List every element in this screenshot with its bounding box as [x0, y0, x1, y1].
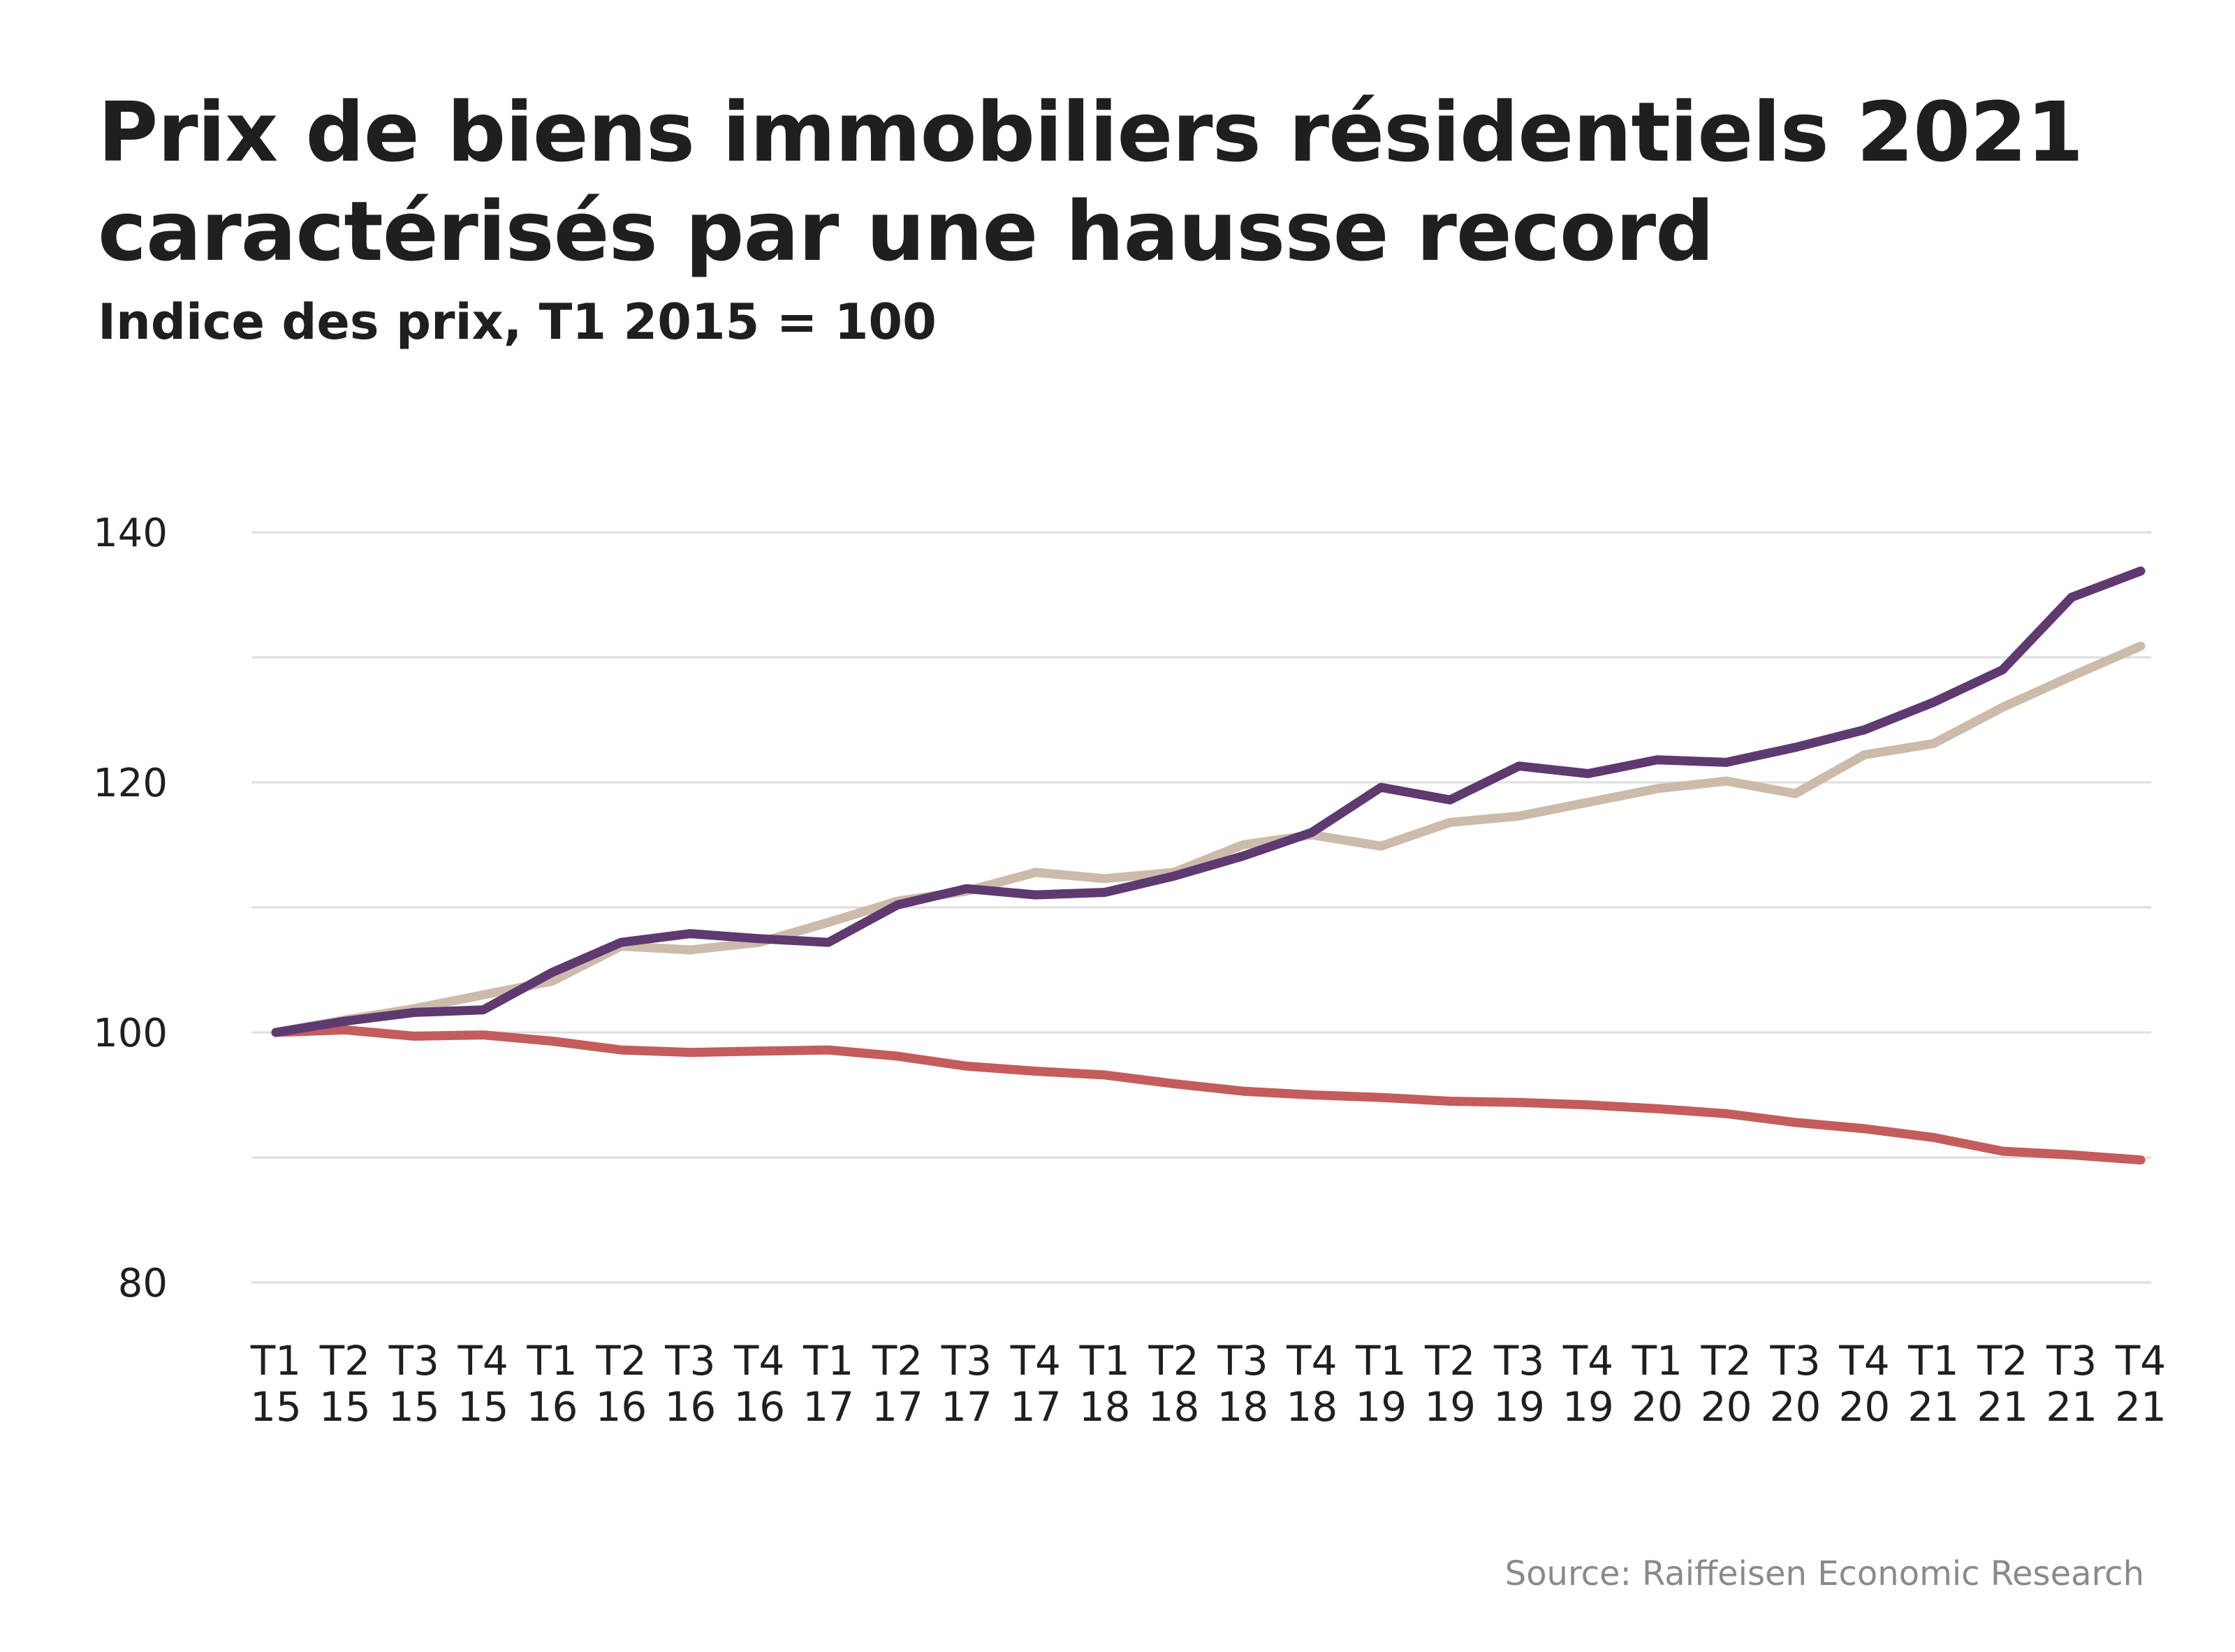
- x-tick-label: T4 20: [1838, 1337, 1890, 1431]
- x-tick-label: T2 16: [595, 1337, 647, 1431]
- gridlines: [251, 531, 2151, 1284]
- x-tick-label: T1 16: [526, 1337, 578, 1431]
- x-tick-label: T3 17: [941, 1337, 992, 1431]
- x-axis-ticks: T1 15 T2 15 T3 15 T4 15 T1 16 T2 16 T3 16 T4 16 T1 17 T2 17…: [250, 1337, 2167, 1431]
- x-tick-label: T4 17: [1010, 1337, 1062, 1431]
- series-line-1: [271, 641, 2146, 1037]
- x-tick-label: T4 19: [1562, 1337, 1614, 1431]
- x-tick-label: T3 16: [664, 1337, 716, 1431]
- x-tick-label: T1 19: [1355, 1337, 1407, 1431]
- chart-title: Prix de biens immobiliers résidentiels 2…: [98, 84, 2083, 279]
- x-tick-label: T2 20: [1700, 1337, 1752, 1431]
- y-tick-label: 140: [93, 511, 168, 556]
- x-tick-label: T3 15: [388, 1337, 440, 1431]
- y-tick-label: 100: [93, 1011, 168, 1056]
- x-tick-label: T4 21: [2115, 1337, 2167, 1431]
- x-tick-label: T1 20: [1632, 1337, 1683, 1431]
- series-line-2: [271, 1025, 2146, 1165]
- y-axis-ticks: 80 100 120 140: [93, 511, 168, 1306]
- x-tick-label: T1 18: [1078, 1337, 1130, 1431]
- x-tick-label: T1 17: [803, 1337, 854, 1431]
- chart-subtitle: Indice des prix, T1 2015 = 100: [98, 293, 937, 351]
- x-tick-label: T4 18: [1286, 1337, 1338, 1431]
- x-tick-label: T1 21: [1907, 1337, 1959, 1431]
- series-lines: [271, 566, 2146, 1165]
- x-tick-label: T4 16: [733, 1337, 785, 1431]
- x-tick-label: T2 15: [319, 1337, 371, 1431]
- y-tick-label: 120: [93, 761, 168, 806]
- x-tick-label: T3 20: [1769, 1337, 1821, 1431]
- y-tick-label: 80: [118, 1261, 168, 1306]
- x-tick-label: T1 15: [250, 1337, 302, 1431]
- series-line-3: [271, 566, 2146, 1037]
- x-tick-label: T2 18: [1148, 1337, 1199, 1431]
- x-tick-label: T3 21: [2046, 1337, 2097, 1431]
- x-tick-label: T2 17: [872, 1337, 923, 1431]
- x-tick-label: T2 19: [1424, 1337, 1476, 1431]
- x-tick-label: T4 15: [457, 1337, 508, 1431]
- x-tick-label: T3 19: [1493, 1337, 1545, 1431]
- x-tick-label: T2 21: [1977, 1337, 2028, 1431]
- source-note: Source: Raiffeisen Economic Research: [1504, 1554, 2144, 1593]
- x-tick-label: T3 18: [1217, 1337, 1268, 1431]
